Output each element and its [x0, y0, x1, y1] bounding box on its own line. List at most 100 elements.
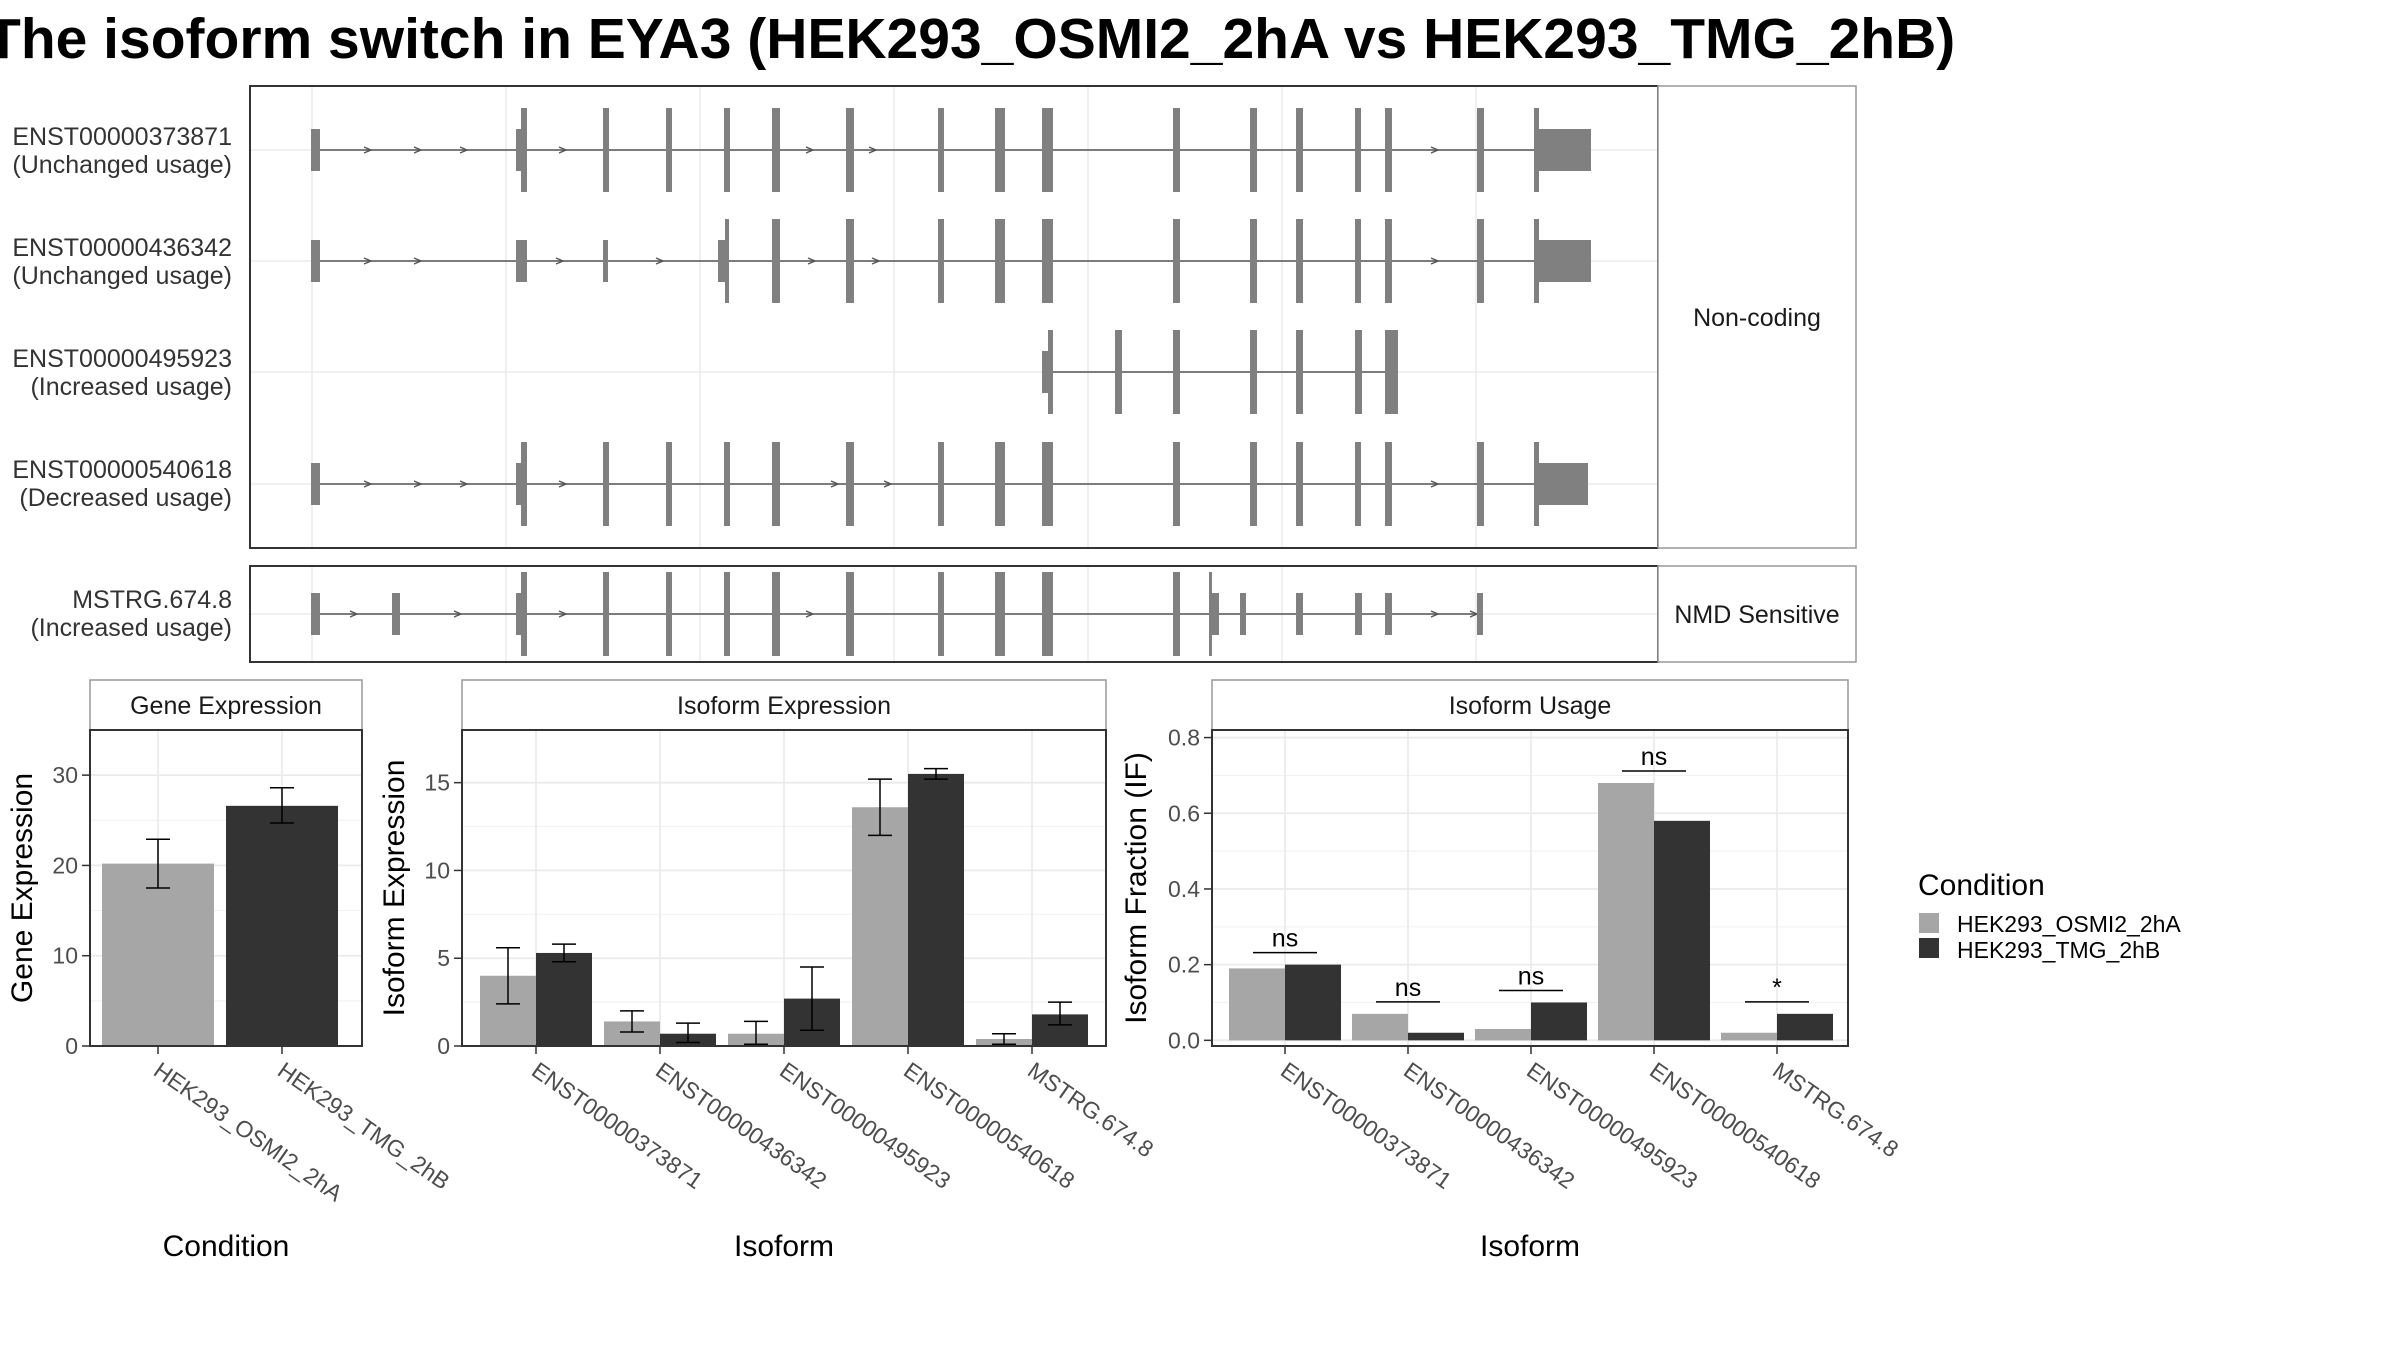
strand-arrow [453, 610, 463, 618]
exon [1042, 108, 1053, 192]
exon [1240, 593, 1246, 635]
exon [666, 108, 672, 192]
transcript-id-label: ENST00000373871 [12, 123, 232, 151]
strand-arrow [413, 480, 423, 488]
facet-strip [461, 679, 1107, 731]
plot-area: 051015ENST00000373871ENST00000436342ENST… [424, 730, 1158, 1194]
exon [938, 442, 944, 526]
bar [1475, 1028, 1531, 1041]
exon [1534, 442, 1539, 526]
exon [938, 108, 944, 192]
exon [1250, 330, 1257, 414]
exon [1538, 240, 1591, 282]
exon [311, 593, 320, 635]
strand-arrow [558, 610, 568, 618]
exon [311, 129, 320, 171]
significance-label: * [1772, 974, 1782, 1002]
strand-arrow [363, 146, 373, 154]
exon [1534, 108, 1539, 192]
strand-arrow [413, 257, 423, 265]
exon [1209, 572, 1212, 656]
x-axis-title: Isoform [734, 1230, 834, 1263]
exon [1115, 330, 1122, 414]
error-bar [800, 966, 824, 1031]
exon [1250, 442, 1257, 526]
exon [846, 219, 854, 303]
legend-swatch [1919, 913, 1939, 933]
exon [311, 240, 320, 282]
exon [603, 108, 609, 192]
y-tick-label: 0.2 [1168, 952, 1200, 978]
exon [772, 442, 780, 526]
strand-arrow [459, 480, 469, 488]
bar [1721, 1032, 1777, 1041]
exon [1173, 330, 1180, 414]
exon [995, 572, 1005, 656]
legend: Condition HEK293_OSMI2_2hA HEK293_TMG_2h… [1918, 869, 2181, 963]
exon [846, 108, 854, 192]
transcript-id-label: ENST00000540618 [12, 456, 232, 484]
exon [516, 463, 523, 505]
exon [772, 108, 780, 192]
exon [1296, 593, 1303, 635]
exon [1355, 219, 1361, 303]
exon [1355, 330, 1362, 414]
transcript-usage-label: (Unchanged usage) [12, 262, 232, 290]
transcript-labels: ENST00000373871 (Unchanged usage) ENST00… [12, 123, 232, 642]
error-bar [924, 767, 948, 780]
exon [516, 240, 527, 282]
legend-title: Condition [1918, 869, 2045, 902]
y-tick-label: 10 [424, 857, 450, 883]
y-axis-title: Isoform Expression [378, 760, 411, 1017]
y-tick-label: 20 [52, 852, 78, 878]
exon [1355, 108, 1361, 192]
bar [226, 805, 338, 1046]
transcript-usage-label: (Decreased usage) [19, 484, 232, 512]
exon [1534, 219, 1539, 303]
error-bar [676, 1022, 700, 1044]
bar [1229, 968, 1285, 1041]
strand-arrow [807, 257, 817, 265]
strand-arrow [1430, 146, 1440, 154]
y-tick-label: 30 [52, 762, 78, 788]
exon [521, 572, 527, 656]
exon [1385, 442, 1392, 526]
error-bar [552, 943, 576, 963]
facet-strip [89, 679, 363, 731]
transcript-usage-label: (Increased usage) [30, 614, 232, 642]
exon [1296, 330, 1303, 414]
y-tick-label: 10 [52, 943, 78, 969]
transcript-usage-label: (Unchanged usage) [12, 151, 232, 179]
exon [1173, 572, 1180, 656]
error-bar [146, 838, 170, 889]
exon [666, 572, 672, 656]
exon [603, 442, 609, 526]
exon [1212, 593, 1219, 635]
exon [846, 572, 854, 656]
exon [1250, 219, 1257, 303]
chart-title: Isoform Usage [1449, 692, 1612, 720]
exon [603, 240, 608, 282]
bar [1352, 1013, 1408, 1041]
y-tick-label: 0.0 [1168, 1027, 1200, 1053]
strand-arrow [805, 610, 815, 618]
transcript-models [311, 108, 1591, 526]
exon [1385, 330, 1398, 414]
exon [1048, 330, 1053, 414]
exon [1385, 108, 1392, 192]
exon [772, 572, 780, 656]
significance-label: ns [1272, 925, 1298, 953]
exon [1296, 442, 1303, 526]
x-axis-title: Isoform [1480, 1230, 1580, 1263]
bar [1777, 1013, 1833, 1041]
exon [1042, 219, 1053, 303]
exon [724, 108, 730, 192]
strand-arrow [349, 610, 359, 618]
y-tick-label: 0.8 [1168, 725, 1200, 751]
strand-arrow [363, 480, 373, 488]
chart-title: Gene Expression [130, 692, 322, 720]
exon [1355, 442, 1361, 526]
exon [772, 219, 780, 303]
significance-label: ns [1518, 962, 1544, 990]
